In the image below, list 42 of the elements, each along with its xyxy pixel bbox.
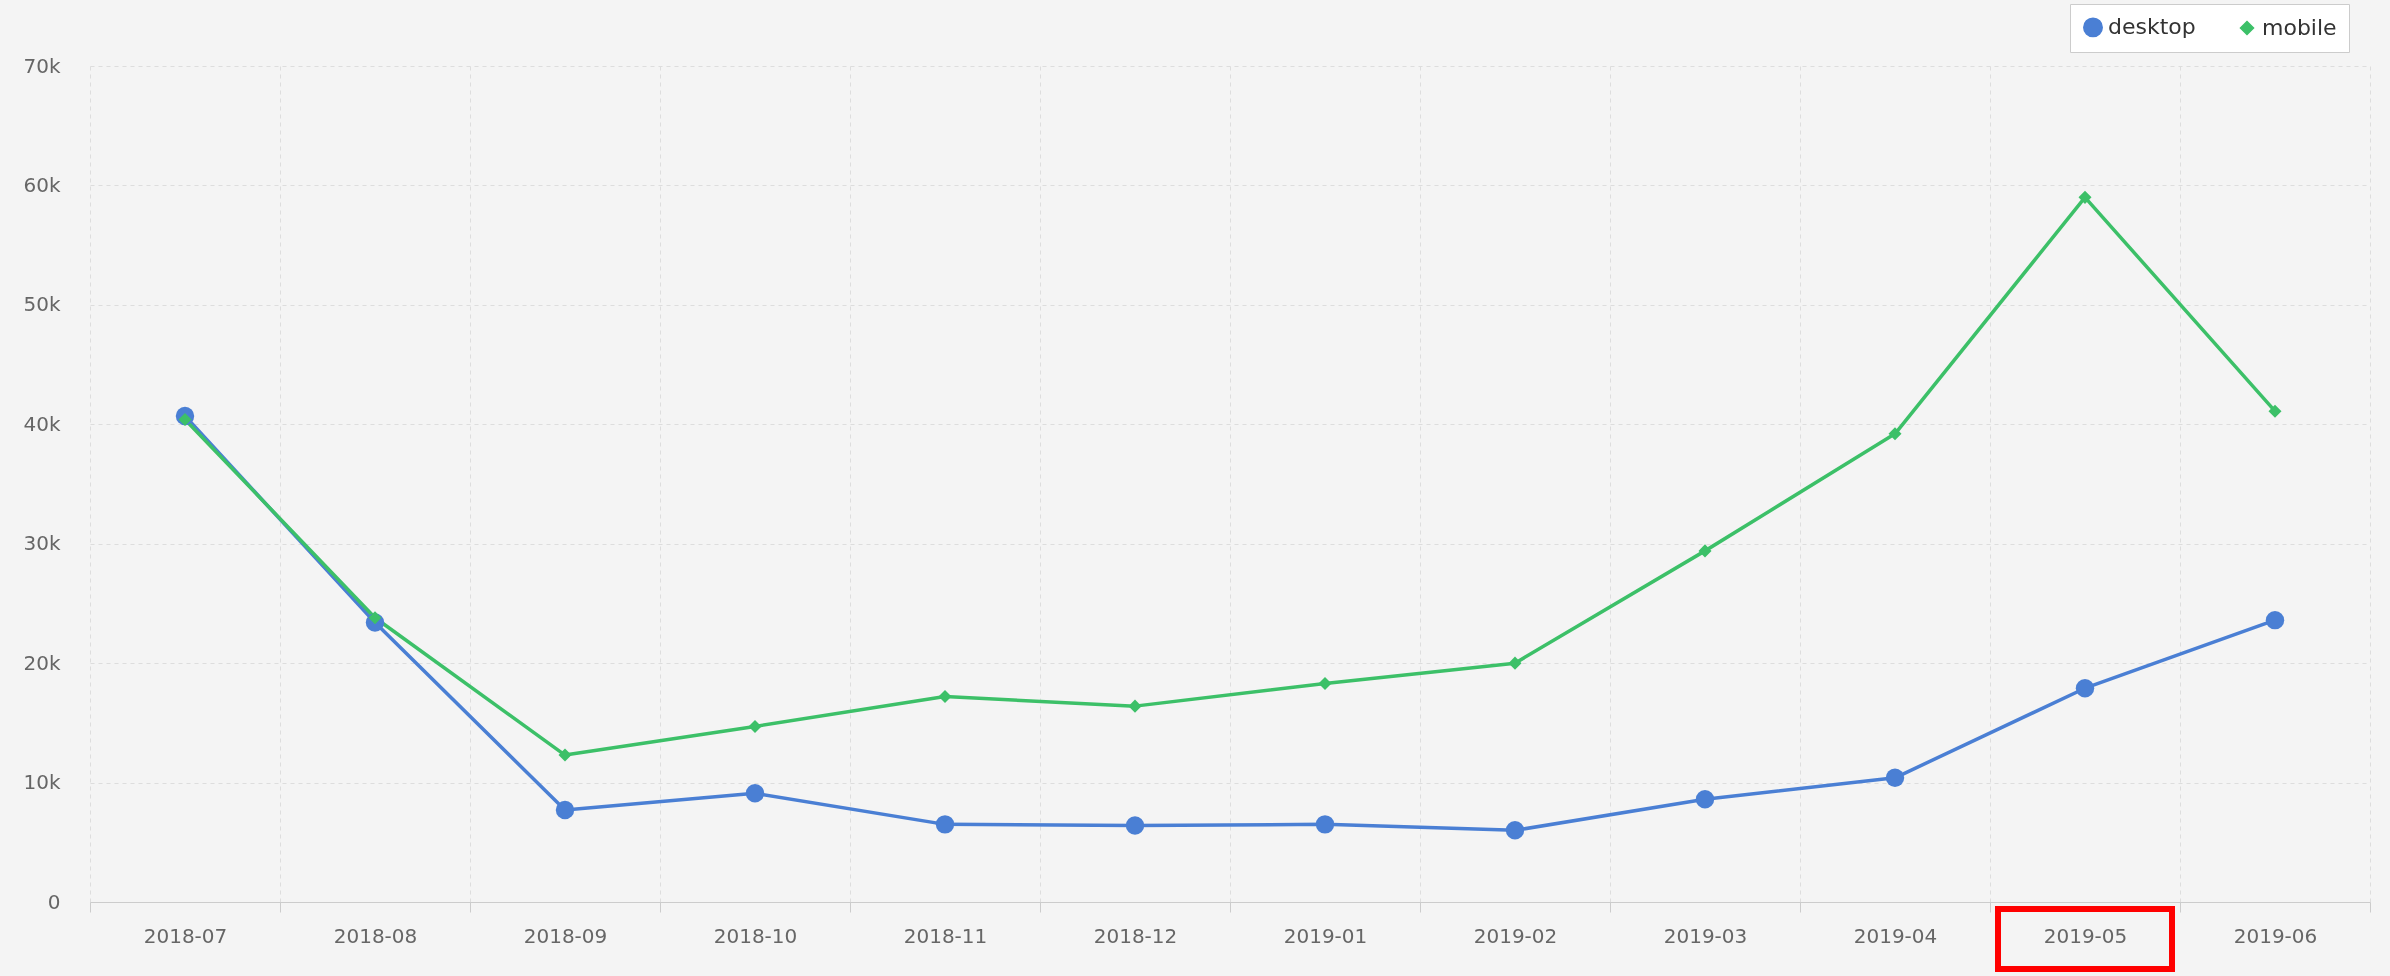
y-tick-label: 0	[47, 889, 61, 914]
point	[1698, 544, 1712, 558]
x-tick-label: 2019-02	[1473, 923, 1558, 948]
point	[935, 815, 955, 834]
point	[1695, 790, 1715, 809]
point	[2268, 404, 2282, 418]
x-tick-label: 2019-06	[2233, 923, 2318, 948]
x-tick-label: 2019-03	[1663, 923, 1748, 948]
point	[1128, 699, 1142, 713]
y-tick-label: 70k	[23, 53, 61, 78]
point	[558, 748, 572, 762]
point	[1508, 656, 1522, 670]
legend-label: desktop	[2108, 14, 2196, 40]
y-tick-label: 20k	[23, 650, 61, 675]
point	[555, 800, 575, 820]
point	[1888, 427, 1902, 441]
y-tick-label: 40k	[23, 411, 61, 436]
point	[745, 784, 765, 803]
point	[748, 719, 762, 733]
point	[1315, 815, 1335, 834]
x-tick-label: 2018-12	[1093, 923, 1178, 948]
legend-label: mobile	[2262, 15, 2337, 40]
y-tick-label: 30k	[23, 531, 61, 556]
x-tick-label: 2018-10	[713, 923, 798, 948]
x-tick-label: 2018-11	[903, 923, 988, 948]
point	[2265, 610, 2285, 630]
x-tick-label: 2018-09	[523, 923, 608, 948]
y-tick-label: 10k	[23, 770, 61, 795]
x-tick-label: 2018-08	[333, 923, 418, 948]
point	[1318, 676, 1332, 690]
point	[938, 690, 952, 704]
point	[2078, 190, 2092, 204]
point	[1125, 816, 1145, 835]
x-tick-label: 2019-01	[1283, 923, 1368, 948]
x-tick-label: 2018-07	[143, 923, 228, 948]
x-tick-label: 2019-05	[2043, 923, 2128, 948]
x-tick-label: 2019-04	[1853, 923, 1938, 948]
y-tick-label: 60k	[23, 172, 61, 197]
point	[1885, 768, 1905, 787]
y-tick-label: 50k	[23, 292, 61, 317]
point	[2075, 679, 2095, 698]
point	[1505, 821, 1525, 840]
